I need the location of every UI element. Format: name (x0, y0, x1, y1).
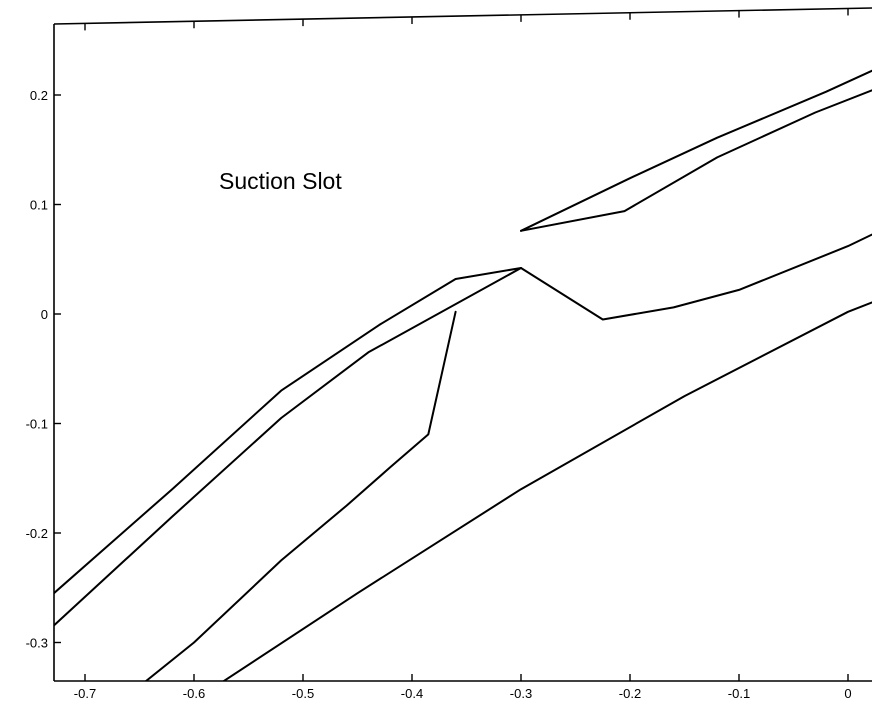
series-line-2 (144, 310, 457, 681)
ticks (54, 8, 849, 681)
y-tick-label: 0.2 (30, 88, 48, 103)
series-line-0 (54, 267, 522, 595)
y-tick-label: -0.1 (26, 417, 48, 432)
x-tick-label: -0.7 (74, 686, 96, 701)
series-line-3 (520, 233, 872, 321)
y-tick-label: -0.2 (26, 526, 48, 541)
x-tick-label: -0.6 (183, 686, 205, 701)
tick-labels: -0.7-0.6-0.5-0.4-0.3-0.2-0.100.10.20.10-… (26, 88, 852, 701)
annotation-suction-slot: Suction Slot (219, 168, 342, 194)
axes-frame (53, 7, 872, 682)
x-tick-label: -0.2 (619, 686, 641, 701)
x-tick-label: -0.5 (292, 686, 314, 701)
x-tick-label: -0.1 (728, 686, 750, 701)
y-tick-label: 0 (41, 307, 48, 322)
x-tick-label: -0.4 (401, 686, 423, 701)
x-tick-label: -0.3 (510, 686, 532, 701)
y-tick-label: 0.1 (30, 198, 48, 213)
axis-top-line (53, 7, 872, 25)
series-line-1 (54, 267, 522, 627)
series-line-6 (520, 69, 872, 232)
x-tick-label: 0 (844, 686, 851, 701)
series-line-5 (520, 89, 872, 232)
series-layer (54, 69, 872, 681)
y-tick-label: -0.3 (26, 636, 48, 651)
series-line-4 (222, 301, 872, 681)
